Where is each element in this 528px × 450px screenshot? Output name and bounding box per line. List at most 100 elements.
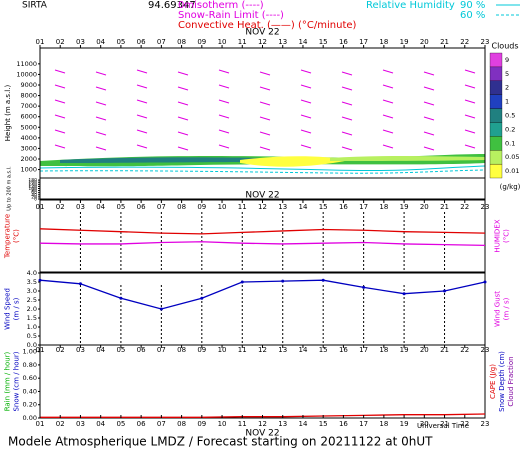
wind-arrow: [95, 86, 107, 91]
colorbar-swatch: [489, 150, 503, 165]
y-tick-label: 0.20: [23, 401, 37, 409]
wind-arrow: [382, 114, 394, 119]
y-tick-label: 4000: [20, 134, 37, 142]
y-tick-label: 0.00: [23, 414, 37, 422]
x-tick-label: 16: [339, 420, 348, 428]
x-tick-label: 18: [379, 203, 388, 211]
x-tick-label: 12: [258, 346, 267, 354]
wind-arrow: [341, 131, 353, 136]
x-tick-label: 10: [218, 203, 227, 211]
x-tick-label: 11: [238, 346, 247, 354]
low-tick-label: 140: [28, 182, 37, 188]
plot-frame: [39, 47, 486, 200]
cloud-band: [60, 157, 260, 163]
x-tick-label: 19: [400, 420, 409, 428]
wind-arrow: [136, 99, 148, 104]
x-tick-label: 20: [420, 346, 429, 354]
wind-arrow: [382, 129, 394, 134]
x-tick-label: 13: [278, 420, 287, 428]
legend-convective: Convective Heat. (——) (°C/minute): [178, 20, 357, 31]
wind-arrow: [464, 144, 476, 149]
wind-arrow: [382, 84, 394, 89]
wind-arrow: [177, 131, 189, 136]
wind-arrow: [136, 129, 148, 134]
wind-arrow: [218, 129, 230, 134]
y2-axis-label: Snow Depth (cm): [498, 351, 506, 412]
wind-arrow: [423, 86, 435, 91]
colorbar-label: 0.5: [505, 112, 515, 120]
x-tick-label: 19: [400, 203, 409, 211]
wind-arrow: [300, 144, 312, 149]
y-tick-label: 6000: [20, 113, 37, 121]
humidity-contour: [39, 165, 486, 172]
x-tick-label: 15: [319, 38, 328, 46]
x-tick-label: 23: [481, 38, 490, 46]
wind-arrow: [218, 84, 230, 89]
footer: Modele Atmospherique LMDZ / Forecast sta…: [8, 435, 433, 449]
wind-arrow: [54, 99, 66, 104]
wind-arrow: [259, 146, 271, 151]
wind-arrow: [259, 101, 271, 106]
plot-frame: [39, 272, 486, 346]
wind-arrow: [382, 69, 394, 74]
legend-humidity-60: 60 %: [460, 10, 485, 21]
x-tick-label: 13: [278, 203, 287, 211]
x-tick-label: 01: [36, 346, 45, 354]
x-tick-label: 19: [400, 346, 409, 354]
x-tick-label: 18: [379, 346, 388, 354]
x-tick-label: 04: [96, 420, 105, 428]
date-label: NOV 22: [245, 28, 279, 38]
x-tick-label: 08: [177, 420, 186, 428]
x-tick-label: 08: [177, 346, 186, 354]
series-line: [39, 228, 486, 235]
wind-arrow: [464, 69, 476, 74]
x-tick-label: 17: [359, 346, 368, 354]
x-tick-label: 09: [197, 420, 206, 428]
x-tick-label: 21: [440, 203, 449, 211]
x-tick-label: 16: [339, 38, 348, 46]
x-tick-label: 19: [400, 38, 409, 46]
x-tick-label: 06: [137, 38, 146, 46]
x-tick-label: 15: [319, 203, 328, 211]
colorbar-swatch: [489, 66, 503, 81]
wind-arrow: [300, 84, 312, 89]
wind-arrow: [177, 86, 189, 91]
x-tick-label: 17: [359, 38, 368, 46]
x-tick-label: 02: [56, 203, 65, 211]
plot-frame: [39, 344, 486, 419]
x-tick-label: 21: [440, 346, 449, 354]
cloud-band: [240, 156, 350, 167]
y-tick-label: 9000: [20, 81, 37, 89]
y-axis-label: Snow (cm / hour): [13, 351, 21, 411]
x-tick-label: 02: [56, 346, 65, 354]
x-tick-label: 06: [137, 346, 146, 354]
colorbar-label: 5: [505, 70, 509, 78]
low-tick-label: 80: [31, 188, 37, 194]
x-tick-label: 16: [339, 346, 348, 354]
colorbar-swatch: [489, 136, 503, 151]
colorbar-swatch: [489, 52, 503, 68]
x-tick-label: 13: [278, 346, 287, 354]
x-tick-label: 14: [298, 346, 307, 354]
y-tick-label: 0.5: [27, 332, 37, 340]
point: [402, 292, 406, 296]
x-tick-label: 10: [218, 38, 227, 46]
x-tick-label: 03: [76, 420, 85, 428]
x-tick-label: 23: [481, 346, 490, 354]
point: [159, 307, 163, 311]
series-line: [39, 241, 486, 247]
point: [321, 278, 325, 282]
x-tick-label: 22: [460, 203, 469, 211]
y-tick-label: 0.40: [23, 387, 37, 395]
y-tick-label: 1.5: [27, 314, 37, 322]
wind-arrow: [423, 101, 435, 106]
x-tick-label: 23: [481, 203, 490, 211]
y-tick-label: 8000: [20, 92, 37, 100]
x-tick-label: 10: [218, 346, 227, 354]
wind-arrow: [423, 146, 435, 151]
wind-arrow: [341, 146, 353, 151]
colorbar-label: 0.1: [505, 139, 515, 147]
low-tick-label: 100: [28, 186, 37, 192]
wind-arrow: [177, 71, 189, 76]
y-axis-label: (m / s): [13, 297, 21, 320]
